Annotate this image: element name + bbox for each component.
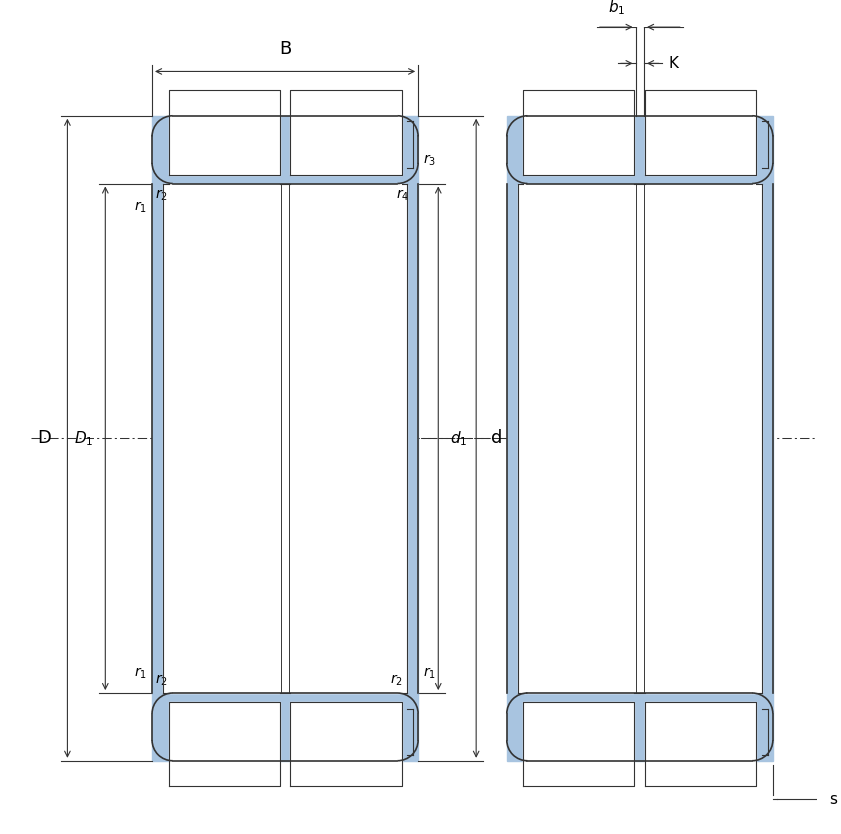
Text: $r_2$: $r_2$: [155, 188, 168, 203]
Polygon shape: [762, 183, 773, 693]
Polygon shape: [507, 183, 518, 693]
Text: $r_2$: $r_2$: [155, 673, 168, 688]
Text: $d_1$: $d_1$: [451, 429, 468, 448]
Text: $r_2$: $r_2$: [390, 673, 403, 688]
Text: d: d: [490, 430, 502, 447]
Polygon shape: [168, 90, 280, 174]
Text: $r_1$: $r_1$: [135, 666, 147, 681]
Polygon shape: [518, 183, 762, 693]
Text: $D_1$: $D_1$: [74, 429, 93, 448]
Text: D: D: [37, 430, 51, 447]
Polygon shape: [152, 183, 163, 693]
Polygon shape: [290, 90, 402, 174]
Polygon shape: [152, 693, 418, 761]
Polygon shape: [523, 90, 634, 174]
Polygon shape: [523, 702, 634, 786]
Polygon shape: [507, 116, 773, 183]
Polygon shape: [163, 183, 407, 693]
Text: $b_1$: $b_1$: [607, 0, 625, 18]
Text: $r_4$: $r_4$: [396, 188, 409, 203]
Text: $r_1$: $r_1$: [423, 666, 436, 681]
Polygon shape: [168, 702, 280, 786]
Polygon shape: [507, 693, 773, 761]
Text: B: B: [279, 40, 291, 58]
Polygon shape: [407, 183, 418, 693]
Polygon shape: [645, 90, 756, 174]
Text: $r_3$: $r_3$: [423, 152, 436, 168]
Polygon shape: [645, 702, 756, 786]
Polygon shape: [152, 116, 418, 183]
Polygon shape: [290, 702, 402, 786]
Text: K: K: [669, 56, 678, 71]
Text: $r_1$: $r_1$: [135, 200, 147, 215]
Text: s: s: [829, 792, 838, 807]
